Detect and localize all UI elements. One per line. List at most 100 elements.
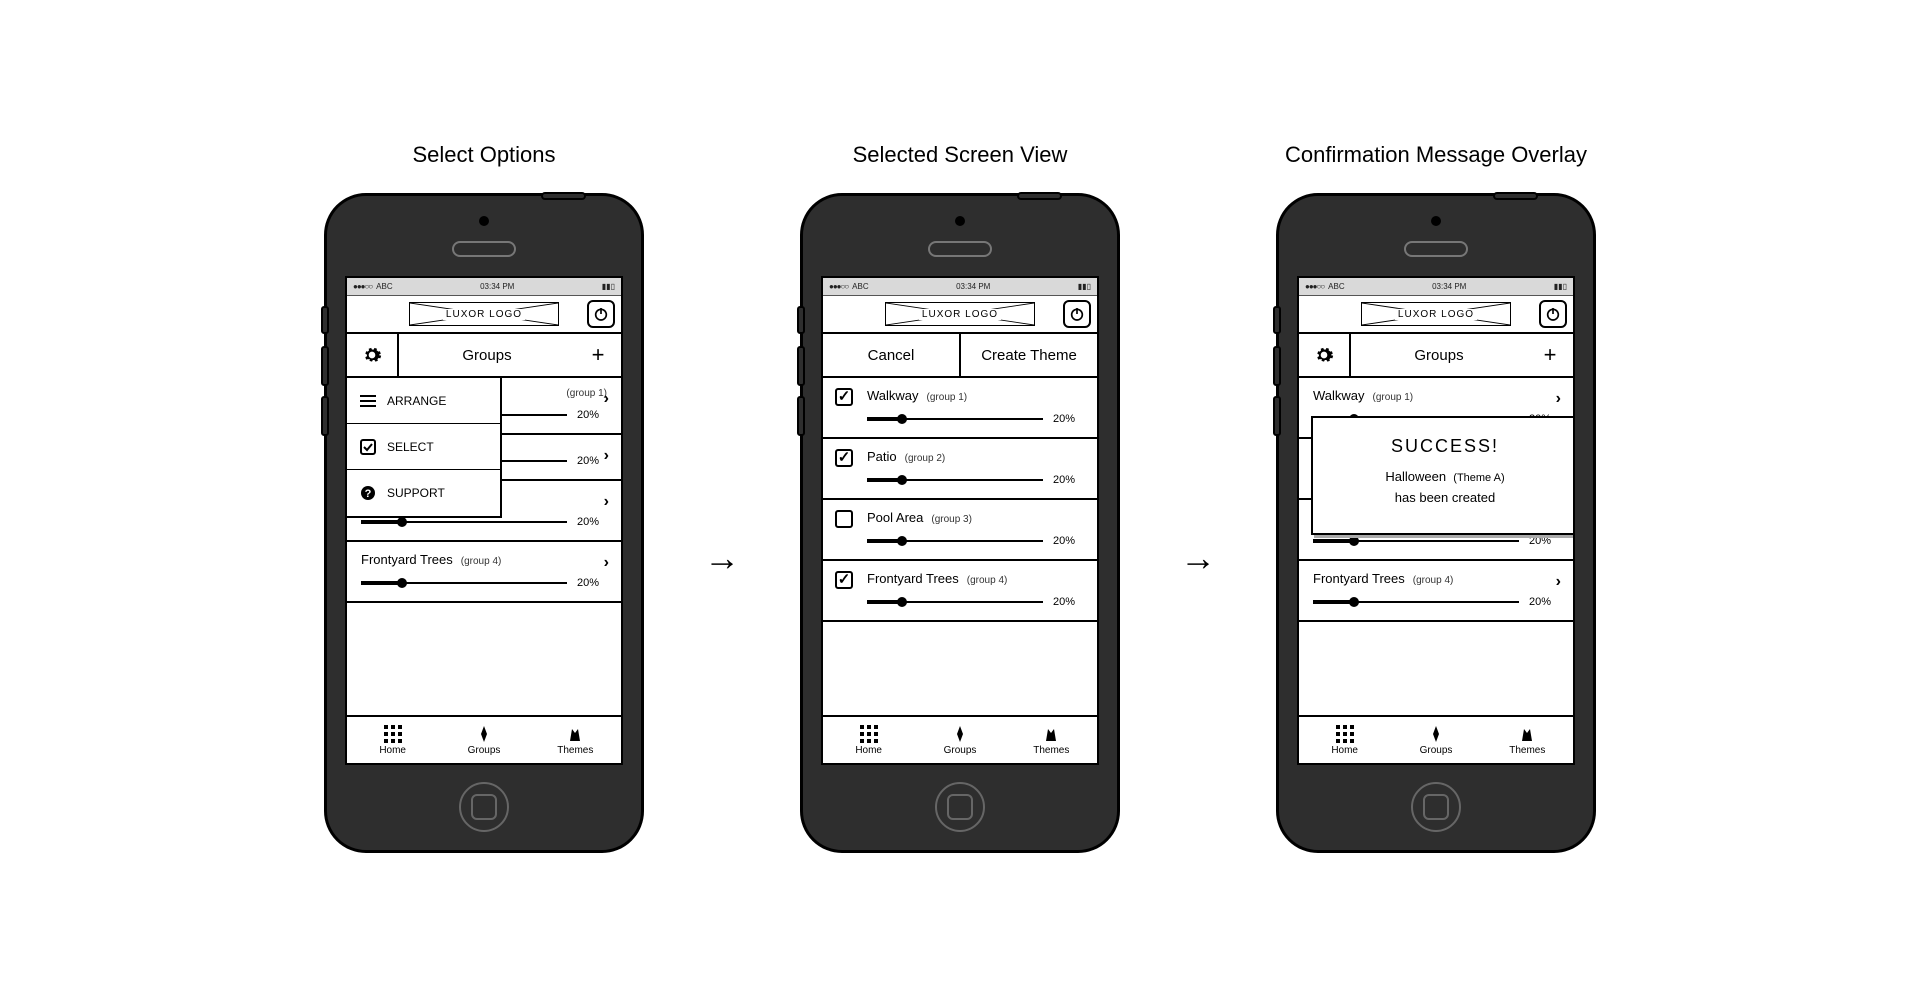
brightness-slider[interactable]	[867, 413, 1043, 425]
overlay-title: SUCCESS!	[1323, 436, 1567, 457]
options-dropdown: ARRANGE SELECT ? SUPPORT	[347, 378, 502, 518]
brightness-slider[interactable]	[1313, 596, 1519, 608]
nav-home[interactable]: Home	[823, 717, 914, 763]
brightness-slider[interactable]	[867, 474, 1043, 486]
app-logo: LUXOR LOGO	[1361, 302, 1511, 326]
power-icon	[1545, 306, 1561, 322]
checkbox[interactable]	[835, 571, 853, 589]
gear-icon	[362, 345, 382, 365]
chevron-right-icon: ›	[604, 447, 609, 465]
chevron-right-icon: ›	[1556, 573, 1561, 591]
mockup-title: Select Options	[412, 142, 555, 168]
group-item[interactable]: Walkway(group 1) 20%	[823, 378, 1097, 439]
group-list: Walkway(group 1) › 20% Patio(group 2) › …	[1299, 378, 1573, 715]
header-row: Groups +	[1299, 334, 1573, 378]
themes-icon	[1042, 725, 1060, 743]
nav-groups[interactable]: Groups	[438, 717, 529, 763]
bottom-nav: Home Groups Themes	[1299, 715, 1573, 763]
checkbox[interactable]	[835, 388, 853, 406]
group-item[interactable]: Frontyard Trees(group 4) › 20%	[347, 542, 621, 603]
mockup-selected-view: Selected Screen View ●●●○○ABC 03:34 PM ▮…	[800, 142, 1120, 853]
phone-home-button[interactable]	[1411, 782, 1461, 832]
screen: ●●●○○ABC 03:34 PM ▮▮▯ LUXOR LOGO Grou	[345, 276, 623, 765]
settings-button[interactable]	[1299, 334, 1351, 376]
group-item[interactable]: Pool Area(group 3) 20%	[823, 500, 1097, 561]
status-bar: ●●●○○ABC 03:34 PM ▮▮▯	[823, 278, 1097, 296]
chevron-right-icon: ›	[604, 554, 609, 572]
groups-icon	[1427, 725, 1445, 743]
group-item[interactable]: Frontyard Trees(group 4) › 20%	[1299, 561, 1573, 622]
screen: ●●●○○ABC 03:34 PM ▮▮▯ LUXOR LOGO Groups …	[1297, 276, 1575, 765]
create-theme-button[interactable]: Create Theme	[961, 334, 1097, 376]
list-icon	[359, 392, 377, 410]
settings-button[interactable]	[347, 334, 399, 376]
nav-themes[interactable]: Themes	[1006, 717, 1097, 763]
phone-home-button[interactable]	[459, 782, 509, 832]
checkbox[interactable]	[835, 510, 853, 528]
group-item[interactable]: Patio(group 2) 20%	[823, 439, 1097, 500]
power-button[interactable]	[1063, 300, 1091, 328]
overlay-line2: has been created	[1323, 490, 1567, 505]
nav-themes[interactable]: Themes	[1482, 717, 1573, 763]
status-bar: ●●●○○ABC 03:34 PM ▮▮▯	[347, 278, 621, 296]
nav-home[interactable]: Home	[1299, 717, 1390, 763]
brightness-slider[interactable]	[867, 535, 1043, 547]
themes-icon	[566, 725, 584, 743]
check-icon	[359, 438, 377, 456]
group-list: ARRANGE SELECT ? SUPPORT	[347, 378, 621, 715]
nav-groups[interactable]: Groups	[1390, 717, 1481, 763]
app-logo: LUXOR LOGO	[885, 302, 1035, 326]
add-button[interactable]: +	[575, 334, 621, 376]
bottom-nav: Home Groups Themes	[347, 715, 621, 763]
brightness-slider[interactable]	[361, 577, 567, 589]
groups-icon	[475, 725, 493, 743]
overlay-theme-sub: (Theme A)	[1453, 472, 1504, 484]
power-button[interactable]	[1539, 300, 1567, 328]
chevron-right-icon: ›	[604, 390, 609, 408]
group-item[interactable]: Frontyard Trees(group 4) 20%	[823, 561, 1097, 622]
phone-frame: ●●●○○ABC 03:34 PM ▮▮▯ LUXOR LOGO Cancel …	[800, 193, 1120, 853]
header-title: Groups	[1351, 334, 1527, 376]
phone-frame: ●●●○○ABC 03:34 PM ▮▮▯ LUXOR LOGO Groups …	[1276, 193, 1596, 853]
phone-frame: ●●●○○ABC 03:34 PM ▮▮▯ LUXOR LOGO Grou	[324, 193, 644, 853]
header-row: Groups +	[347, 334, 621, 378]
help-icon: ?	[359, 484, 377, 502]
gear-icon	[1314, 345, 1334, 365]
nav-themes[interactable]: Themes	[530, 717, 621, 763]
brightness-slider[interactable]	[1313, 535, 1519, 547]
grid-icon	[860, 725, 878, 743]
power-icon	[1069, 306, 1085, 322]
mockup-title: Selected Screen View	[853, 142, 1068, 168]
grid-icon	[384, 725, 402, 743]
mockup-confirmation: Confirmation Message Overlay ●●●○○ABC 03…	[1276, 142, 1596, 853]
power-icon	[593, 306, 609, 322]
arrow-icon: →	[1180, 537, 1216, 579]
themes-icon	[1518, 725, 1536, 743]
checkbox[interactable]	[835, 449, 853, 467]
add-button[interactable]: +	[1527, 334, 1573, 376]
logo-row: LUXOR LOGO	[347, 296, 621, 334]
power-button[interactable]	[587, 300, 615, 328]
logo-row: LUXOR LOGO	[823, 296, 1097, 334]
phone-home-button[interactable]	[935, 782, 985, 832]
grid-icon	[1336, 725, 1354, 743]
nav-home[interactable]: Home	[347, 717, 438, 763]
app-logo: LUXOR LOGO	[409, 302, 559, 326]
groups-icon	[951, 725, 969, 743]
confirmation-overlay: SUCCESS! Halloween (Theme A) has been cr…	[1311, 416, 1573, 535]
nav-groups[interactable]: Groups	[914, 717, 1005, 763]
group-list: Walkway(group 1) 20% Patio(group 2) 20% …	[823, 378, 1097, 715]
status-time: 03:34 PM	[480, 282, 514, 291]
chevron-right-icon: ›	[1556, 390, 1561, 408]
dropdown-arrange[interactable]: ARRANGE	[347, 378, 500, 424]
bottom-nav: Home Groups Themes	[823, 715, 1097, 763]
brightness-slider[interactable]	[867, 596, 1043, 608]
cancel-button[interactable]: Cancel	[823, 334, 961, 376]
logo-row: LUXOR LOGO	[1299, 296, 1573, 334]
chevron-right-icon: ›	[604, 493, 609, 511]
dropdown-support[interactable]: ? SUPPORT	[347, 470, 500, 516]
mockup-title: Confirmation Message Overlay	[1285, 142, 1587, 168]
status-bar: ●●●○○ABC 03:34 PM ▮▮▯	[1299, 278, 1573, 296]
dropdown-select[interactable]: SELECT	[347, 424, 500, 470]
header-title: Groups	[399, 334, 575, 376]
